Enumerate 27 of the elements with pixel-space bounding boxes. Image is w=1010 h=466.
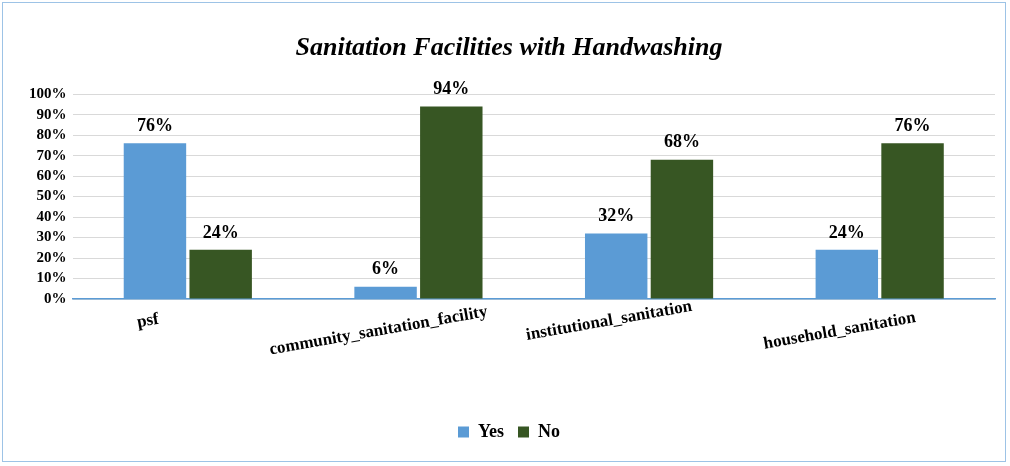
y-tick-label: 100% (29, 85, 67, 102)
y-tick-label: 70% (36, 146, 67, 163)
y-tick-label: 50% (36, 187, 67, 204)
bar (881, 143, 944, 299)
data-label: 68% (663, 131, 700, 152)
bar (189, 249, 252, 299)
y-tick-label: 10% (36, 269, 67, 286)
y-tick-label: 40% (36, 207, 67, 224)
y-tick-label: 90% (36, 105, 67, 122)
y-tick-label: 80% (36, 126, 67, 143)
x-tick-label: psf (135, 308, 161, 332)
y-tick-label: 20% (36, 248, 67, 265)
bar (420, 106, 483, 299)
y-tick-label: 0% (44, 289, 67, 306)
y-tick-label: 30% (36, 228, 67, 245)
data-label: 76% (136, 115, 173, 136)
bar (650, 159, 714, 299)
data-label: 76% (894, 115, 931, 136)
chart-title: Sanitation Facilities with Handwashing (295, 32, 723, 62)
data-label: 94% (433, 78, 470, 99)
legend-label: Yes (478, 420, 504, 441)
y-tick-label: 60% (36, 166, 67, 183)
legend-label: No (538, 420, 560, 441)
data-label: 24% (202, 221, 239, 242)
data-label: 6% (372, 258, 400, 279)
data-label: 24% (828, 221, 865, 242)
data-label: 32% (598, 205, 635, 226)
